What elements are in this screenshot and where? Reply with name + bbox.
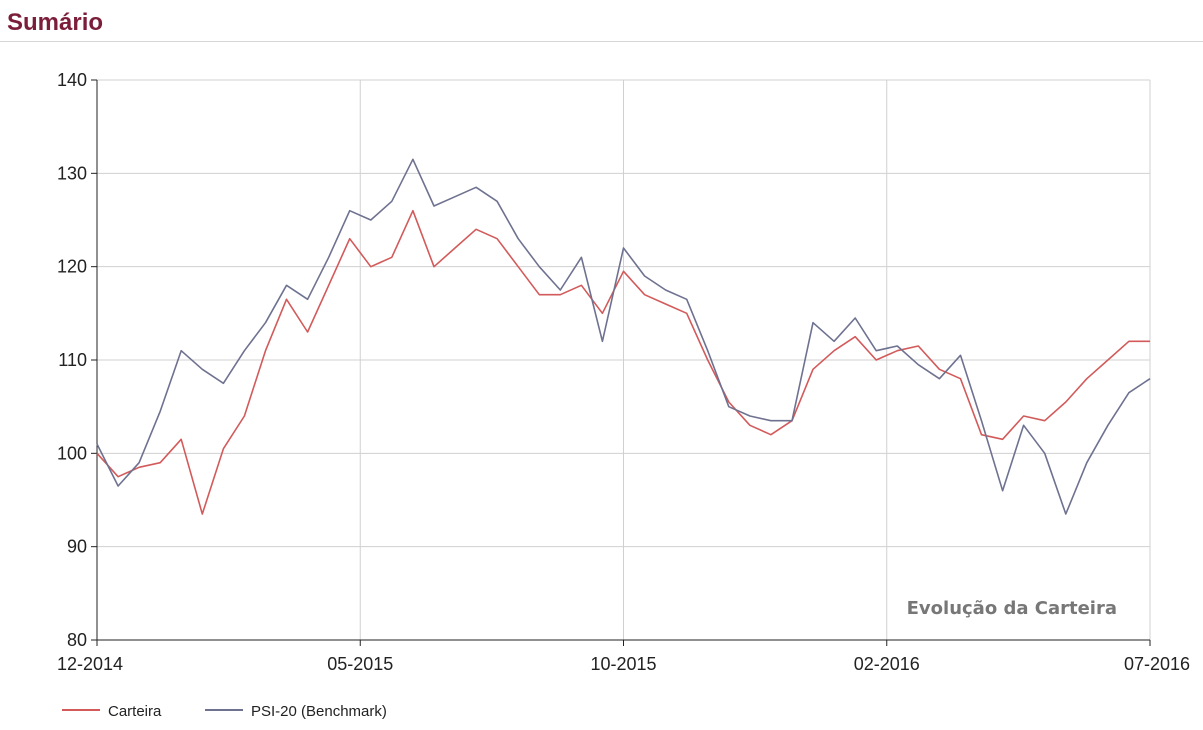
x-tick-label: 10-2015 <box>590 654 656 674</box>
chart-series <box>96 158 1151 515</box>
y-tick-label: 120 <box>57 257 87 277</box>
y-tick-label: 110 <box>58 350 87 370</box>
series-line-psi20 <box>96 158 1151 515</box>
x-axis-ticks: 12-2014 05-2015 10-2015 02-2016 07-2016 <box>57 640 1190 674</box>
legend-label: PSI-20 (Benchmark) <box>251 703 387 720</box>
y-tick-label: 140 <box>57 70 87 90</box>
page-title: Sumário <box>7 9 104 36</box>
y-tick-label: 80 <box>67 630 87 650</box>
chart-legend: Carteira PSI-20 (Benchmark) <box>62 703 387 720</box>
page-header: Sumário <box>0 0 1203 42</box>
chart-grid <box>96 79 1151 641</box>
x-tick-label: 05-2015 <box>327 654 393 674</box>
x-tick-label: 02-2016 <box>854 654 920 674</box>
y-axis-ticks: 80 90 100 110 120 130 140 <box>57 70 97 650</box>
chart-annotation: Evolução da Carteira <box>907 598 1117 619</box>
x-tick-label: 12-2014 <box>57 654 123 674</box>
series-line-carteira <box>96 209 1150 515</box>
legend-label: Carteira <box>108 703 162 720</box>
y-tick-label: 100 <box>57 443 87 463</box>
x-tick-label: 07-2016 <box>1124 654 1190 674</box>
y-tick-label: 90 <box>67 537 87 557</box>
y-tick-label: 130 <box>57 163 87 183</box>
